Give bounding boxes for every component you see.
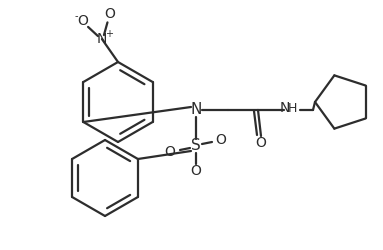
Text: N: N [280,101,290,115]
Text: N: N [97,32,107,46]
Text: S: S [191,138,201,154]
Text: O: O [165,145,175,159]
Text: N: N [190,102,202,118]
Text: O: O [255,136,267,150]
Text: H: H [287,102,297,114]
Text: O: O [191,164,201,178]
Text: +: + [105,29,113,39]
Text: O: O [104,8,115,22]
Text: -: - [74,11,78,21]
Text: O: O [78,14,88,28]
Text: O: O [216,133,226,147]
